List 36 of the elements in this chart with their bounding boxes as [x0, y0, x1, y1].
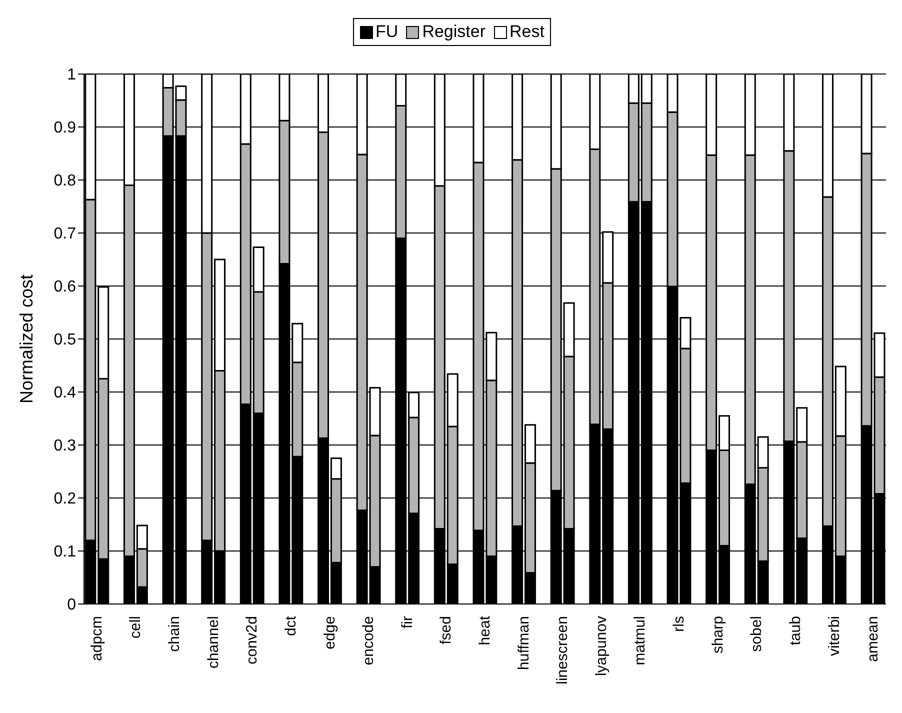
y-tick-label: 0.6: [54, 278, 76, 296]
y-tick-label: 0.4: [54, 384, 76, 402]
legend-label: Register: [421, 22, 486, 42]
x-tick-label: dct: [282, 615, 300, 636]
x-tick-label: fsed: [438, 616, 455, 644]
x-tick-label: chain: [166, 616, 184, 652]
y-tick-label: 0: [67, 596, 76, 614]
x-tick-label: linescreen: [554, 616, 572, 684]
legend-label: FU: [374, 22, 398, 42]
x-tick-label: adpcm: [88, 616, 106, 662]
x-tick-label: lyapunov: [592, 616, 610, 676]
x-tick-label: channel: [204, 616, 222, 669]
y-axis-title: Normalized cost: [16, 274, 36, 404]
x-tick-label: fir: [398, 616, 416, 628]
x-tick-label: taub: [786, 616, 804, 646]
x-tick-label: matmul: [632, 616, 649, 666]
y-tick-label: 0.9: [54, 120, 76, 137]
x-tick-label: encode: [360, 616, 378, 666]
x-tick-label: amean: [864, 616, 882, 662]
x-tick-label: cell: [127, 616, 144, 639]
x-tick-label: sharp: [709, 616, 726, 654]
y-tick-label: 1: [67, 66, 76, 84]
x-tick-label: rls: [670, 616, 688, 632]
y-tick-label: 0.8: [54, 172, 76, 190]
x-tick-label: sobel: [748, 616, 766, 652]
y-tick-label: 0.5: [54, 332, 76, 349]
x-tick-label: edge: [321, 616, 338, 650]
x-tick-label: viterbi: [826, 616, 843, 656]
legend-label: Rest: [508, 22, 544, 42]
y-tick-label: 0.7: [54, 226, 76, 243]
x-tick-label: heat: [476, 615, 494, 646]
x-tick-label: conv2d: [244, 616, 261, 664]
y-tick-label: 0.1: [54, 544, 76, 561]
x-tick-label: huffman: [515, 616, 532, 670]
y-tick-label: 0.2: [54, 490, 76, 508]
y-tick-label: 0.3: [54, 438, 76, 455]
